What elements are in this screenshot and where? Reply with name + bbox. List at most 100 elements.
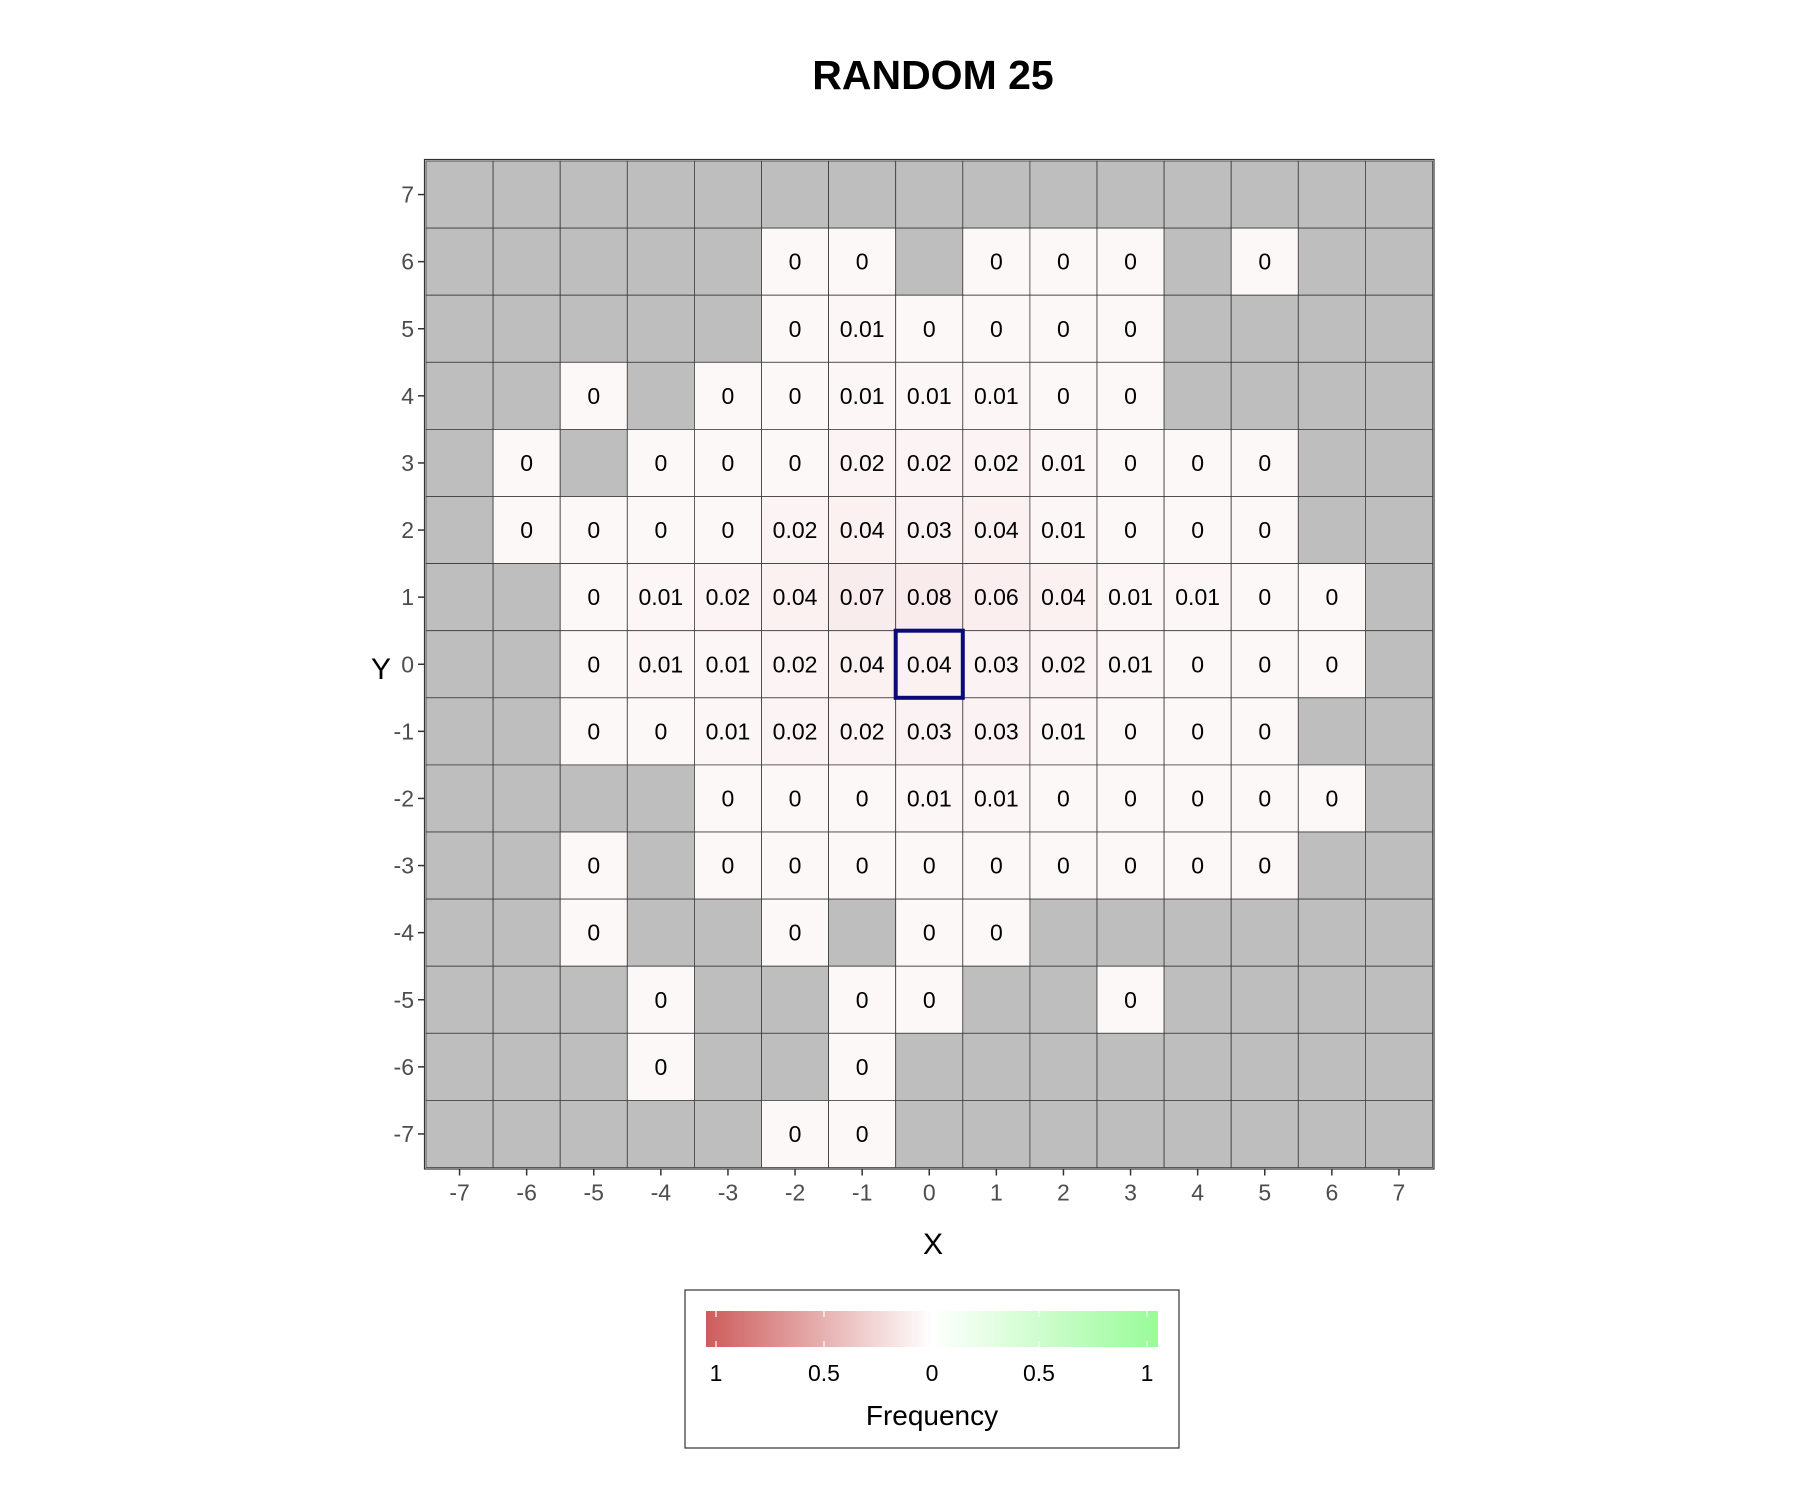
cell-value-label: 0 bbox=[1124, 785, 1137, 811]
cell-value-label: 0 bbox=[722, 785, 735, 811]
heatmap-cell bbox=[1029, 428, 1098, 497]
heatmap-cell bbox=[761, 361, 829, 430]
y-tick-label: -5 bbox=[394, 987, 414, 1013]
y-tick-label: -7 bbox=[394, 1121, 414, 1147]
heatmap-cell bbox=[962, 563, 1031, 632]
heatmap-cell-empty bbox=[895, 227, 964, 296]
heatmap-cell bbox=[1029, 764, 1098, 833]
heatmap-cell bbox=[1163, 496, 1232, 564]
cell-value-label: 0 bbox=[1191, 517, 1204, 543]
heatmap-cell-empty bbox=[626, 294, 695, 363]
cell-value-label: 0.06 bbox=[974, 584, 1019, 610]
heatmap-cell-empty bbox=[761, 160, 829, 229]
cell-value-label: 0 bbox=[722, 853, 735, 879]
heatmap-cell bbox=[626, 563, 695, 632]
heatmap-cell bbox=[694, 630, 762, 699]
cell-value-label: 0.02 bbox=[773, 517, 818, 543]
heatmap-cell bbox=[761, 227, 829, 296]
heatmap-cell bbox=[895, 428, 964, 497]
heatmap-cell-empty bbox=[1096, 160, 1165, 229]
heatmap-cell bbox=[895, 361, 964, 430]
heatmap-cell bbox=[694, 361, 762, 430]
heatmap-cell-empty bbox=[1365, 361, 1433, 430]
heatmap-cell bbox=[1096, 831, 1165, 900]
cell-value-label: 0.04 bbox=[840, 517, 885, 543]
heatmap-cell bbox=[761, 563, 829, 632]
heatmap-cell-empty bbox=[1163, 965, 1232, 1034]
heatmap-cell bbox=[694, 831, 762, 900]
cell-value-label: 0 bbox=[654, 1054, 667, 1080]
heatmap-cell-empty bbox=[1297, 1032, 1366, 1101]
cell-value-label: 0 bbox=[856, 987, 869, 1013]
heatmap-cell-empty bbox=[1297, 361, 1366, 430]
heatmap-cell bbox=[1029, 496, 1098, 564]
heatmap-cell-empty bbox=[694, 1100, 762, 1168]
heatmap-cell bbox=[761, 831, 829, 900]
x-tick-label: -4 bbox=[651, 1180, 672, 1206]
heatmap-cell-empty bbox=[1163, 898, 1232, 967]
heatmap-cell-empty bbox=[425, 227, 494, 296]
heatmap-cell bbox=[1096, 496, 1165, 564]
heatmap-cell bbox=[761, 294, 829, 363]
heatmap-cell bbox=[828, 697, 897, 766]
heatmap-cell-empty bbox=[1297, 294, 1366, 363]
cell-value-label: 0 bbox=[1057, 785, 1070, 811]
y-tick-label: 0 bbox=[401, 651, 414, 677]
heatmap-cell bbox=[1230, 831, 1299, 900]
cell-value-label: 0.02 bbox=[907, 450, 952, 476]
x-tick-label: 2 bbox=[1057, 1180, 1070, 1206]
heatmap-cell-empty bbox=[492, 764, 561, 833]
y-tick-label: 6 bbox=[401, 249, 414, 275]
x-tick-label: 0 bbox=[923, 1180, 936, 1206]
cell-value-label: 0 bbox=[1057, 249, 1070, 275]
heatmap-cell bbox=[694, 697, 762, 766]
heatmap-cell-empty bbox=[492, 160, 561, 229]
heatmap-cell-empty bbox=[425, 428, 494, 497]
x-axis-title: X bbox=[923, 1228, 943, 1261]
heatmap-cell bbox=[1096, 697, 1165, 766]
heatmap-cell-empty bbox=[626, 227, 695, 296]
cell-value-label: 0 bbox=[990, 920, 1003, 946]
cell-value-label: 0 bbox=[856, 853, 869, 879]
x-tick-label: -2 bbox=[785, 1180, 805, 1206]
heatmap-cell-empty bbox=[492, 1032, 561, 1101]
heatmap-cell-empty bbox=[425, 764, 494, 833]
heatmap-cell bbox=[895, 965, 964, 1034]
cell-value-label: 0.01 bbox=[1108, 584, 1153, 610]
y-tick-label: 5 bbox=[401, 316, 414, 342]
cell-value-label: 0 bbox=[856, 785, 869, 811]
heatmap-cell bbox=[1096, 965, 1165, 1034]
cell-value-label: 0 bbox=[789, 383, 802, 409]
legend-label-1: 1 bbox=[710, 1360, 723, 1386]
heatmap-cell bbox=[1230, 496, 1299, 564]
cell-value-label: 0 bbox=[654, 450, 667, 476]
heatmap-cell bbox=[761, 630, 829, 699]
heatmap-cell bbox=[1163, 831, 1232, 900]
cell-value-label: 0 bbox=[856, 1121, 869, 1147]
heatmap-cell-empty bbox=[559, 965, 628, 1034]
heatmap-cell-empty bbox=[1163, 361, 1232, 430]
heatmap-cell bbox=[962, 898, 1031, 967]
heatmap-cell-empty bbox=[1365, 428, 1433, 497]
cell-value-label: 0 bbox=[587, 383, 600, 409]
cell-value-label: 0 bbox=[587, 853, 600, 879]
heatmap-cell bbox=[761, 1100, 829, 1168]
heatmap-cell-empty bbox=[1365, 563, 1433, 632]
heatmap-cell-empty bbox=[1365, 697, 1433, 766]
heatmap-cell bbox=[962, 428, 1031, 497]
x-tick-label: -7 bbox=[449, 1180, 469, 1206]
heatmap-cell-empty bbox=[425, 965, 494, 1034]
heatmap-cell-empty bbox=[1029, 1100, 1098, 1168]
heatmap-cell-empty bbox=[761, 1032, 829, 1101]
heatmap-cell bbox=[962, 496, 1031, 564]
cell-value-label: 0 bbox=[1124, 450, 1137, 476]
heatmap-cell-empty bbox=[1297, 965, 1366, 1034]
cell-value-label: 0 bbox=[587, 584, 600, 610]
heatmap-cell bbox=[694, 563, 762, 632]
heatmap-cell-empty bbox=[559, 294, 628, 363]
cell-value-label: 0 bbox=[1191, 853, 1204, 879]
heatmap-cell-empty bbox=[1163, 1032, 1232, 1101]
heatmap-cell-empty bbox=[1096, 898, 1165, 967]
heatmap-cell-empty bbox=[425, 898, 494, 967]
cell-value-label: 0 bbox=[722, 517, 735, 543]
